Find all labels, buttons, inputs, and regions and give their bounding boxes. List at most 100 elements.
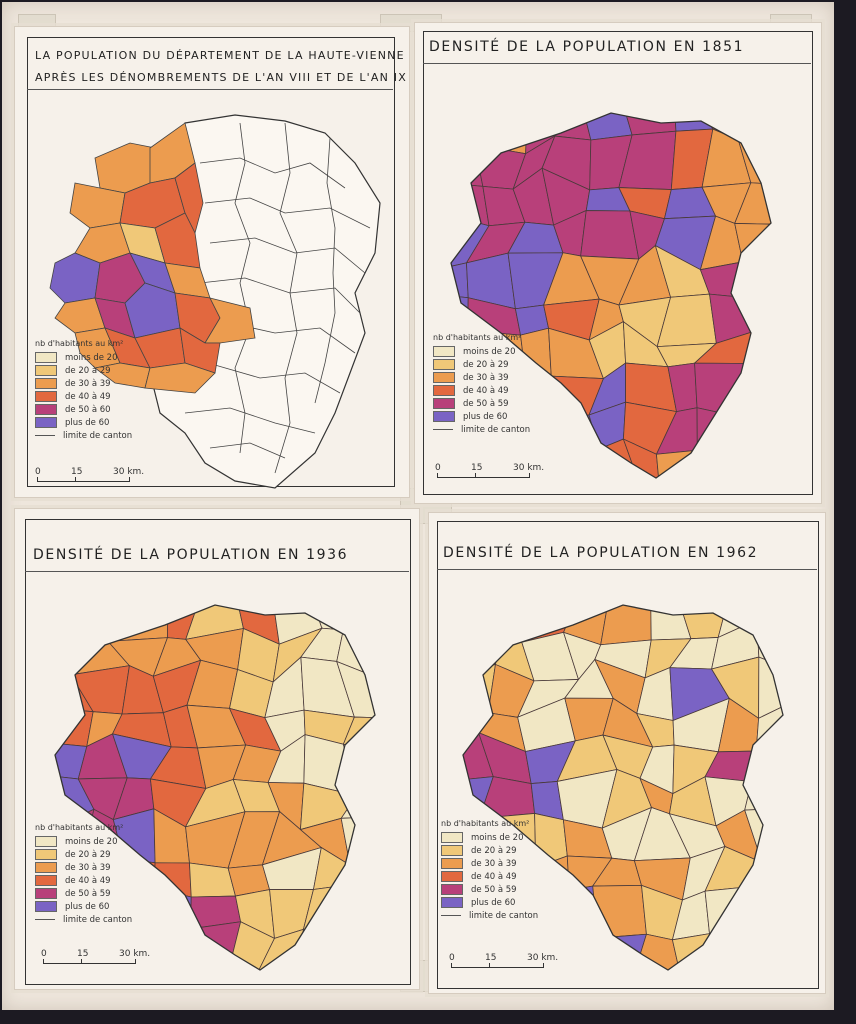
canton	[144, 362, 216, 394]
canton	[474, 113, 528, 155]
canton	[269, 889, 314, 939]
legend-item: moins de 20	[35, 835, 132, 848]
legend-item: moins de 20	[433, 345, 530, 358]
map-frame	[25, 519, 411, 985]
legend-item: de 40 à 49	[35, 874, 132, 887]
legend-item: plus de 60	[433, 410, 530, 423]
department-outline	[54, 604, 376, 971]
canton	[622, 113, 677, 136]
scale-bar: 0 15 30 km.	[449, 953, 559, 973]
canton	[756, 605, 783, 638]
canton	[744, 781, 783, 811]
legend-item: moins de 20	[441, 831, 538, 844]
canton	[340, 816, 375, 866]
legend-item: de 20 à 29	[441, 844, 538, 857]
canton	[55, 605, 74, 637]
title-rule	[25, 571, 409, 572]
choropleth-map	[462, 604, 784, 971]
canton	[349, 844, 375, 899]
legend-item: de 30 à 39	[35, 377, 132, 390]
map-title-line2: APRÈS LES DÉNOMBREMENTS DE L'AN VIII ET …	[35, 71, 407, 84]
canton	[580, 210, 640, 260]
canton	[451, 113, 484, 151]
canton	[451, 144, 484, 187]
map-title-line1: LA POPULATION DU DÉPARTEMENT DE LA HAUTE…	[35, 49, 405, 62]
map-title: DENSITÉ DE LA POPULATION EN 1851	[429, 39, 745, 55]
legend: nb d'habitants au km² moins de 20 de 20 …	[433, 333, 530, 436]
canton	[340, 785, 375, 819]
canton	[342, 743, 375, 797]
canton	[671, 933, 726, 970]
canton	[174, 162, 204, 235]
panel-an-viii: LA POPULATION DU DÉPARTEMENT DE LA HAUTE…	[14, 26, 410, 498]
canton	[463, 663, 496, 714]
legend-item: limite de canton	[441, 909, 538, 922]
canton	[730, 442, 771, 478]
choropleth-map	[450, 112, 772, 479]
title-rule	[423, 63, 811, 64]
legend-item: de 50 à 60	[35, 403, 132, 416]
canton	[656, 449, 698, 478]
canton	[708, 933, 765, 970]
title-rule	[27, 89, 393, 90]
canton	[55, 630, 74, 676]
canton	[451, 182, 490, 227]
map-frame	[437, 521, 819, 989]
legend-item: de 50 à 59	[433, 397, 530, 410]
canton	[49, 252, 101, 304]
legend: nb d'habitants au km² moins de 20 de 20 …	[441, 819, 538, 922]
legend-item: de 30 à 39	[441, 857, 538, 870]
panel-1962: DENSITÉ DE LA POPULATION EN 1962 nb d'ha…	[428, 512, 826, 994]
legend-item: limite de canton	[433, 423, 530, 436]
canton	[752, 360, 771, 421]
legend-item: plus de 60	[35, 416, 132, 429]
title-rule	[437, 569, 817, 570]
canton	[451, 262, 469, 299]
legend-heading: nb d'habitants au km²	[35, 823, 124, 832]
legend-heading: nb d'habitants au km²	[441, 819, 530, 828]
panel-1851: DENSITÉ DE LA POPULATION EN 1851 nb d'ha…	[414, 22, 822, 504]
legend-item: de 20 à 29	[35, 848, 132, 861]
canton	[737, 113, 771, 144]
legend: nb d'habitants au km² moins de 20 de 20 …	[35, 823, 132, 926]
map-frame	[423, 31, 813, 495]
legend-item: de 20 à 29	[35, 364, 132, 377]
canton	[495, 605, 533, 643]
legend-item: de 50 à 59	[35, 887, 132, 900]
map-title: DENSITÉ DE LA POPULATION EN 1962	[443, 545, 759, 561]
canton	[734, 223, 771, 263]
panel-1936: DENSITÉ DE LA POPULATION EN 1936 nb d'ha…	[14, 508, 420, 990]
canton	[55, 707, 94, 747]
canton	[559, 921, 603, 970]
choropleth-map	[49, 114, 381, 489]
canton	[751, 329, 771, 364]
legend-item: moins de 20	[35, 351, 132, 364]
canton	[549, 437, 600, 478]
scale-bar: 0 15 30 km.	[35, 467, 145, 487]
canton	[179, 327, 221, 374]
canton	[463, 605, 502, 641]
map-frame	[27, 37, 395, 487]
canton	[751, 920, 783, 970]
canton	[750, 856, 783, 905]
canton	[751, 750, 783, 785]
canton	[334, 921, 375, 970]
canton	[750, 885, 783, 936]
canton	[72, 605, 133, 642]
scale-bar: 0 15 30 km.	[41, 949, 151, 969]
canton	[153, 862, 192, 898]
canton	[342, 605, 375, 642]
legend-item: de 30 à 39	[433, 371, 530, 384]
canton	[149, 928, 192, 970]
legend-item: de 40 à 49	[441, 870, 538, 883]
canton	[189, 921, 242, 970]
department-outline	[450, 112, 772, 479]
canton	[696, 446, 751, 478]
canton	[748, 296, 771, 333]
canton	[297, 925, 340, 970]
legend-item: de 40 à 49	[35, 390, 132, 403]
legend-item: plus de 60	[35, 900, 132, 913]
canton	[600, 605, 652, 646]
canton	[154, 212, 201, 269]
legend-heading: nb d'habitants au km²	[35, 339, 124, 348]
